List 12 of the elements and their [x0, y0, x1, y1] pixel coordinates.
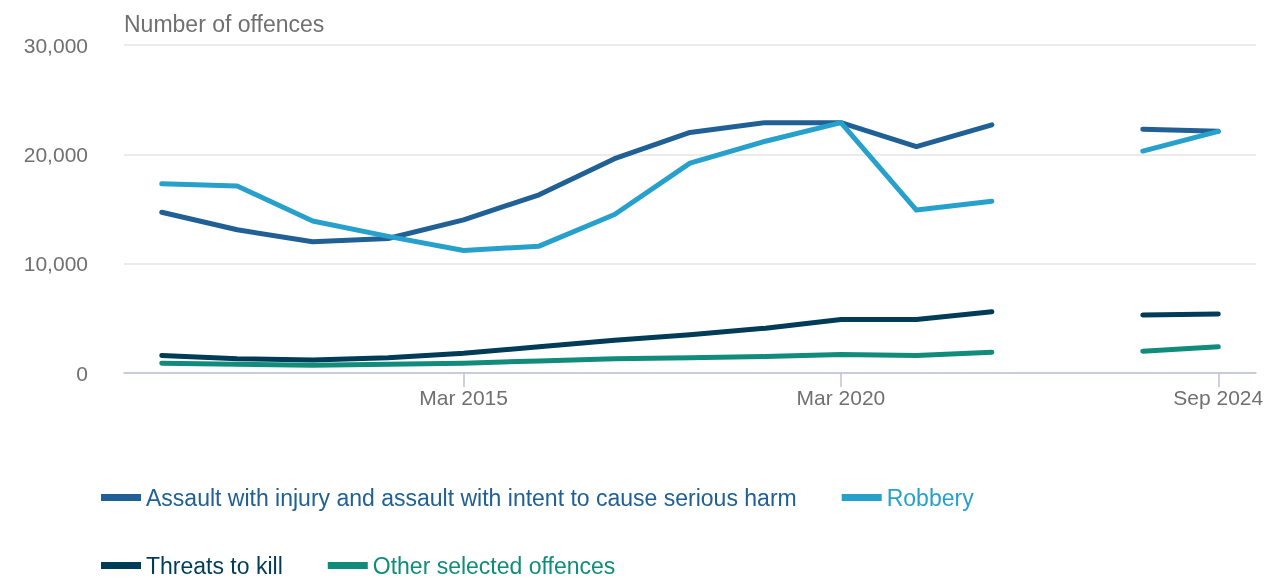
x-tick-label: Mar 2020	[796, 386, 886, 409]
y-axis-title: Number of offences	[124, 10, 325, 37]
x-tick-label: Sep 2024	[1173, 386, 1264, 409]
y-tick-label: 20,000	[23, 142, 88, 166]
y-tick-label: 30,000	[23, 33, 88, 57]
legend-label: Assault with injury and assault with intent to cause serious harm	[146, 484, 797, 511]
y-tick-label: 10,000	[23, 252, 88, 276]
legend-label: Other selected offences	[372, 552, 616, 579]
x-tick-label: Mar 2015	[419, 386, 508, 409]
legend-label: Threats to kill	[146, 552, 283, 579]
legend-label: Robbery	[886, 484, 975, 511]
y-tick-label: 0	[76, 361, 88, 385]
